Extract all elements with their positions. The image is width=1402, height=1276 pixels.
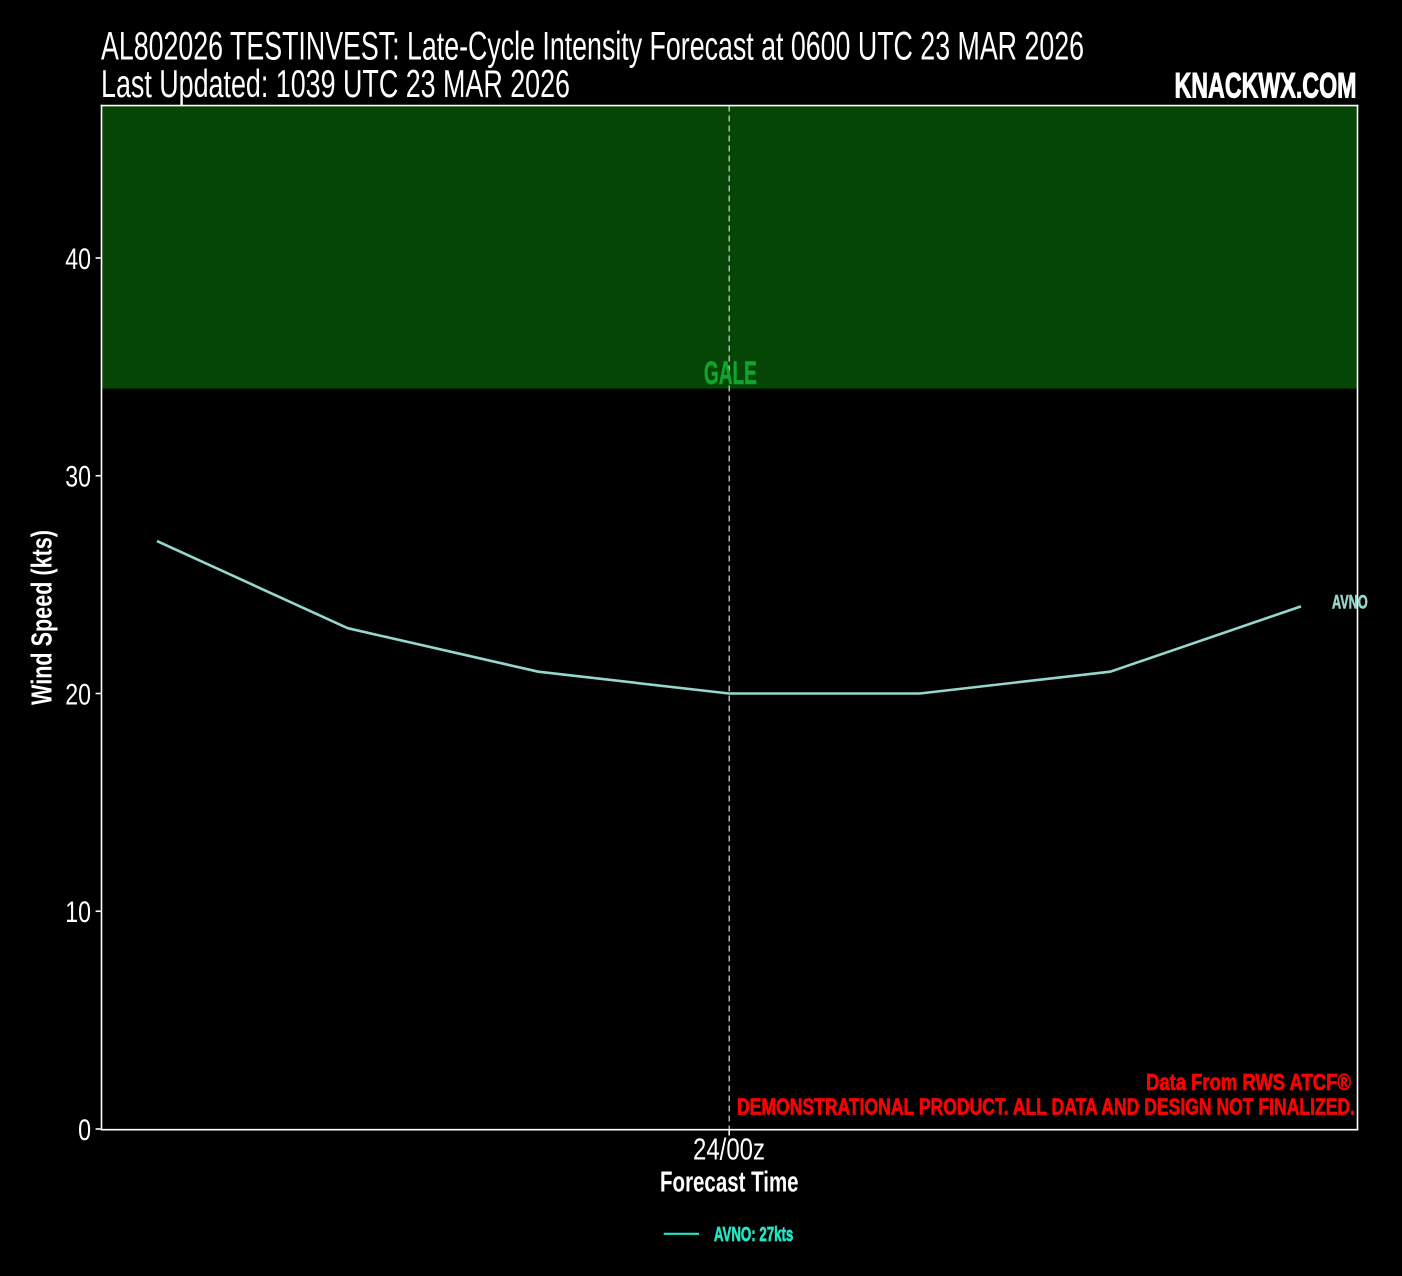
svg-text:20: 20 <box>65 678 91 711</box>
svg-text:KNACKWX.COM: KNACKWX.COM <box>1175 67 1357 106</box>
svg-text:AVNO: AVNO <box>1332 593 1368 614</box>
svg-text:0: 0 <box>78 1114 91 1147</box>
svg-text:Wind Speed (kts): Wind Speed (kts) <box>27 530 59 705</box>
svg-text:40: 40 <box>65 243 91 276</box>
svg-text:10: 10 <box>65 896 91 929</box>
svg-text:24/00z: 24/00z <box>693 1132 765 1167</box>
svg-text:Data From RWS ATCF®: Data From RWS ATCF® <box>1146 1069 1351 1095</box>
svg-text:DEMONSTRATIONAL PRODUCT. ALL D: DEMONSTRATIONAL PRODUCT. ALL DATA AND DE… <box>737 1094 1355 1120</box>
svg-text:AVNO: 27kts: AVNO: 27kts <box>714 1223 793 1246</box>
svg-text:GALE: GALE <box>704 355 757 391</box>
svg-text:Last Updated: 1039 UTC 23 MAR: Last Updated: 1039 UTC 23 MAR 2026 <box>101 63 570 106</box>
svg-text:30: 30 <box>65 461 91 494</box>
svg-text:Forecast Time: Forecast Time <box>660 1166 799 1198</box>
svg-text:AL802026 TESTINVEST: Late-Cycl: AL802026 TESTINVEST: Late-Cycle Intensit… <box>101 25 1084 69</box>
